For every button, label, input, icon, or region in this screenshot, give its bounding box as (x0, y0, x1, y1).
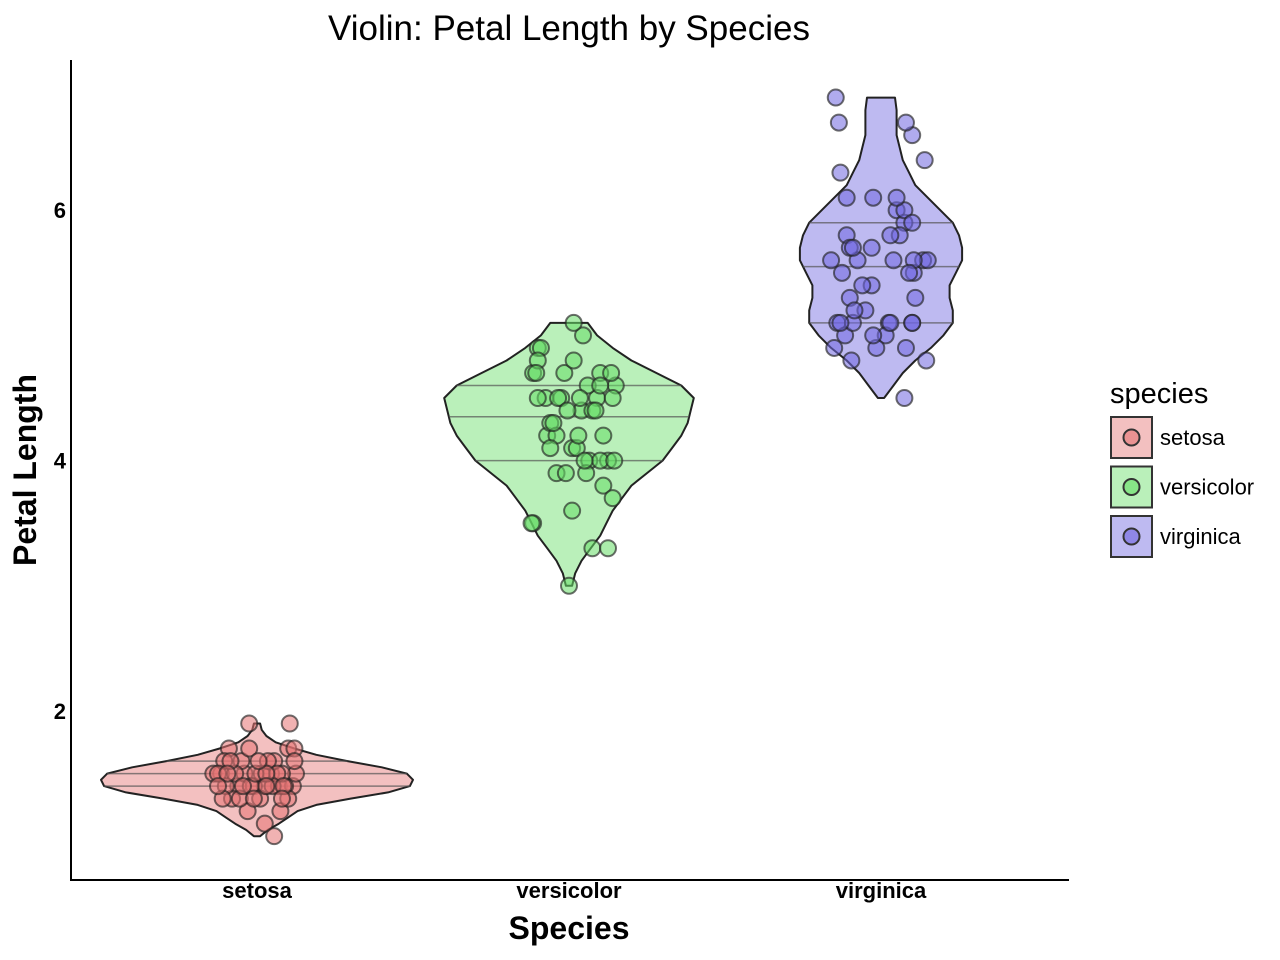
data-point-setosa (240, 739, 259, 758)
data-point-versicolor (522, 514, 541, 533)
data-point-versicolor (558, 401, 577, 420)
chart-title: Violin: Petal Length by Species (328, 9, 810, 48)
y-axis-title: Petal Length (7, 374, 43, 566)
data-point-virginica (845, 301, 864, 320)
legend: species setosa versicolor virginica (1110, 378, 1254, 558)
y-tick-labels: 2 4 6 (54, 198, 67, 724)
x-tick-label-virginica: virginica (836, 878, 927, 903)
data-point-versicolor (564, 313, 583, 332)
data-point-virginica (915, 151, 934, 170)
x-tick-labels: setosa versicolor virginica (222, 878, 927, 903)
points-layer (204, 88, 937, 846)
data-point-versicolor (544, 414, 563, 433)
data-point-versicolor (556, 464, 575, 483)
data-point-virginica (906, 288, 925, 307)
data-point-virginica (831, 313, 850, 332)
data-point-versicolor (560, 576, 578, 595)
data-point-versicolor (575, 451, 594, 470)
violins-layer (100, 96, 964, 838)
data-point-setosa (257, 777, 276, 796)
data-point-virginica (903, 213, 922, 232)
data-point-virginica (900, 263, 919, 282)
data-point-virginica (843, 238, 862, 257)
data-point-versicolor (591, 376, 610, 395)
data-point-virginica (842, 351, 861, 370)
data-point-virginica (917, 351, 936, 370)
data-point-versicolor (549, 389, 568, 408)
data-point-virginica (829, 113, 848, 132)
data-point-setosa (233, 777, 252, 796)
data-point-setosa (209, 777, 227, 796)
y-tick-label: 6 (54, 198, 66, 223)
data-point-versicolor (528, 389, 547, 408)
y-tick-label: 4 (54, 449, 67, 474)
data-point-virginica (825, 338, 844, 357)
data-point-virginica (853, 276, 872, 295)
data-point-setosa (244, 789, 263, 808)
data-point-setosa (280, 714, 299, 733)
data-point-versicolor (569, 426, 588, 445)
data-point-versicolor (583, 539, 602, 558)
legend-items: setosa versicolor virginica (1110, 416, 1254, 558)
data-point-virginica (826, 88, 845, 107)
data-point-virginica (831, 163, 850, 182)
data-point-setosa (272, 789, 291, 808)
data-point-versicolor (555, 363, 574, 382)
legend-marker-setosa (1122, 428, 1141, 447)
data-point-versicolor (603, 389, 622, 408)
data-point-virginica (903, 313, 922, 332)
data-point-versicolor (574, 326, 593, 345)
data-point-setosa (265, 827, 284, 846)
data-point-virginica (895, 201, 914, 220)
legend-label-virginica: virginica (1160, 524, 1241, 549)
data-point-virginica (822, 251, 841, 270)
x-tick-label-versicolor: versicolor (516, 878, 622, 903)
legend-marker-virginica (1122, 527, 1141, 546)
data-point-versicolor (563, 501, 582, 520)
data-point-virginica (864, 326, 883, 345)
data-point-versicolor (527, 363, 546, 382)
legend-swatch-setosa (1110, 416, 1153, 459)
data-point-virginica (887, 188, 906, 207)
legend-title: species (1110, 378, 1208, 410)
data-point-versicolor (541, 439, 560, 458)
data-point-virginica (881, 313, 900, 332)
data-point-virginica (896, 113, 915, 132)
legend-label-versicolor: versicolor (1160, 475, 1254, 500)
data-point-versicolor (570, 389, 589, 408)
y-tick-label: 2 (54, 699, 66, 724)
data-point-versicolor (599, 539, 617, 558)
data-point-virginica (896, 338, 915, 357)
data-point-setosa (218, 764, 237, 783)
data-point-virginica (837, 188, 856, 207)
data-point-setosa (240, 714, 259, 733)
data-point-setosa (285, 752, 304, 771)
data-point-setosa (255, 814, 274, 833)
data-point-setosa (249, 752, 268, 771)
data-point-versicolor (605, 451, 624, 470)
data-point-virginica (833, 263, 851, 282)
data-point-virginica (881, 226, 900, 245)
data-point-versicolor (586, 401, 605, 420)
data-point-versicolor (594, 476, 613, 495)
data-point-versicolor (594, 426, 613, 445)
data-point-versicolor (603, 489, 622, 508)
data-point-versicolor (564, 351, 583, 370)
data-point-virginica (862, 238, 881, 257)
legend-label-setosa: setosa (1160, 425, 1226, 450)
data-point-versicolor (602, 363, 621, 382)
x-axis-title: Species (509, 910, 630, 946)
data-point-virginica (864, 188, 883, 207)
x-tick-label-setosa: setosa (222, 878, 292, 903)
data-point-virginica (895, 389, 914, 408)
data-point-virginica (884, 251, 903, 270)
legend-marker-versicolor (1122, 478, 1141, 496)
